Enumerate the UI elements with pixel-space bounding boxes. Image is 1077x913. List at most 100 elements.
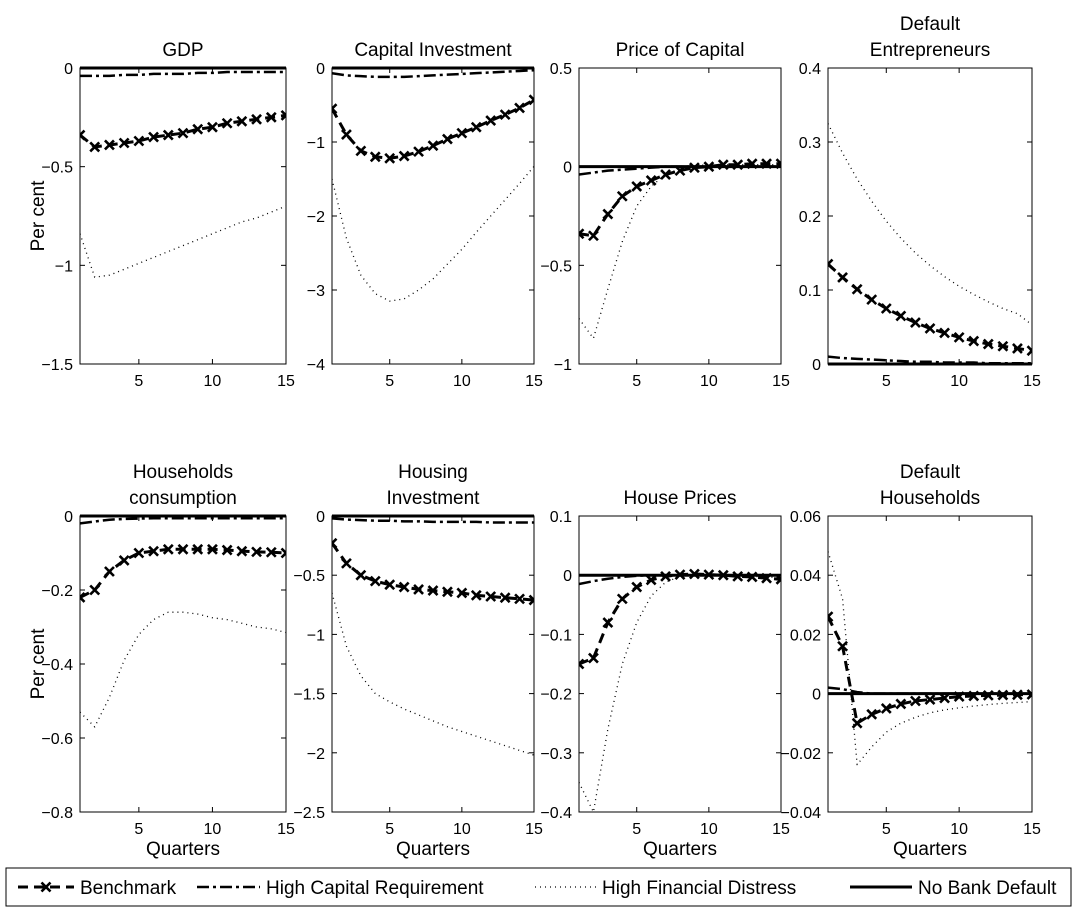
benchmark-marker	[837, 272, 848, 283]
series-line-benchmark	[828, 615, 1032, 725]
y-tick-label: 0.04	[790, 568, 821, 585]
benchmark-marker	[177, 127, 189, 139]
y-tick-label: −0.2	[540, 687, 572, 704]
benchmark-marker	[837, 640, 848, 652]
x-tick-label: 15	[772, 821, 790, 838]
benchmark-marker	[895, 698, 907, 710]
series-group	[80, 66, 286, 278]
benchmark-marker	[265, 546, 277, 558]
benchmark-marker	[332, 103, 338, 115]
y-tick-label: 0	[64, 509, 73, 526]
panel-6: −2.5 −2 −1.5 −1 −0.5 0 5 10 15 Housing Investment Q…	[293, 462, 543, 860]
y-tick-label: 0	[316, 509, 325, 526]
series-group	[332, 514, 534, 756]
benchmark-marker	[514, 102, 525, 114]
benchmark-marker	[251, 546, 262, 558]
x-axis-label: Quarters	[643, 839, 717, 860]
x-tick-label: 5	[632, 821, 641, 838]
panel-2: −4 −3 −2 −1 0 5 10 15 Capital Investment	[307, 40, 543, 390]
benchmark-marker	[880, 303, 892, 314]
benchmark-marker	[910, 317, 921, 328]
benchmark-marker	[851, 283, 863, 295]
benchmark-marker	[442, 586, 453, 598]
benchmark-marker	[251, 113, 262, 125]
benchmark-marker	[104, 566, 115, 577]
series-group	[828, 123, 1032, 366]
benchmark-marker	[616, 593, 628, 605]
y-tick-label: −0.02	[781, 746, 822, 763]
x-tick-label: 15	[277, 373, 295, 390]
y-axis-label: Per cent	[28, 180, 49, 251]
legend: Benchmark High Capital Requirement High Fi…	[5, 867, 1072, 907]
x-axis-label: Quarters	[396, 839, 470, 860]
y-tick-label: −0.4	[41, 657, 73, 674]
benchmark-marker	[221, 117, 233, 129]
plot-frame	[578, 515, 782, 813]
benchmark-marker	[148, 131, 159, 143]
series-line-benchmark	[828, 262, 1032, 353]
panel-title: House Prices	[624, 488, 737, 509]
series-line-dashdot	[332, 517, 534, 524]
y-tick-label: 0	[812, 687, 821, 704]
x-tick-label: 10	[204, 373, 222, 390]
benchmark-marker	[968, 335, 980, 347]
series-line-dotted	[579, 164, 781, 340]
panel-title: Default	[900, 14, 961, 35]
benchmark-marker	[514, 593, 525, 605]
benchmark-marker	[456, 127, 468, 139]
benchmark-marker	[89, 584, 101, 596]
benchmark-marker	[828, 258, 834, 270]
plot-frame	[79, 67, 287, 365]
benchmark-marker	[148, 545, 159, 557]
benchmark-marker	[1026, 689, 1032, 700]
benchmark-marker	[910, 695, 921, 707]
series-line-dotted	[579, 573, 781, 813]
benchmark-marker	[442, 133, 453, 145]
benchmark-marker	[982, 338, 994, 350]
panel-title: Housing	[398, 462, 468, 483]
x-tick-label: 5	[385, 821, 394, 838]
y-tick-label: −1.5	[41, 357, 73, 374]
benchmark-marker	[398, 581, 410, 593]
y-tick-label: −2.5	[293, 805, 325, 822]
panel-title: Capital Investment	[354, 40, 512, 61]
benchmark-marker	[645, 574, 657, 586]
y-tick-label: −0.6	[41, 731, 73, 748]
y-tick-label: −3	[307, 283, 325, 300]
y-tick-label: −1	[554, 357, 572, 374]
benchmark-marker	[80, 129, 86, 141]
benchmark-marker	[133, 135, 145, 147]
benchmark-marker	[602, 617, 614, 628]
y-tick-label: 0.1	[550, 509, 572, 526]
benchmark-marker	[413, 583, 424, 595]
y-tick-label: −0.8	[41, 805, 73, 822]
series-line-dotted	[828, 123, 1032, 326]
y-tick-label: −0.04	[781, 805, 822, 822]
benchmark-marker	[332, 537, 338, 549]
y-tick-label: −1.5	[293, 687, 325, 704]
benchmark-marker	[384, 579, 396, 591]
series-line-dotted	[332, 592, 534, 756]
benchmark-marker	[895, 310, 907, 322]
x-axis-label: Quarters	[893, 839, 967, 860]
benchmark-marker	[177, 543, 189, 555]
legend-label: High Capital Requirement	[266, 878, 484, 899]
benchmark-marker	[341, 557, 352, 569]
x-tick-label: 15	[772, 373, 790, 390]
plot-frame	[827, 515, 1033, 813]
series-line-dotted	[828, 551, 1032, 766]
benchmark-marker	[162, 543, 174, 555]
x-tick-label: 15	[1023, 373, 1041, 390]
series-line-benchmark	[579, 572, 781, 666]
panel-title: Entrepreneurs	[870, 40, 990, 61]
benchmark-marker	[485, 591, 497, 602]
y-tick-label: −4	[307, 357, 325, 374]
benchmark-marker	[631, 581, 643, 593]
x-tick-label: 10	[700, 821, 718, 838]
x-tick-label: 15	[277, 821, 295, 838]
panel-title: consumption	[129, 488, 237, 509]
y-tick-label: 0	[64, 61, 73, 78]
series-line-dashdot	[828, 355, 1032, 365]
benchmark-marker	[398, 150, 410, 162]
